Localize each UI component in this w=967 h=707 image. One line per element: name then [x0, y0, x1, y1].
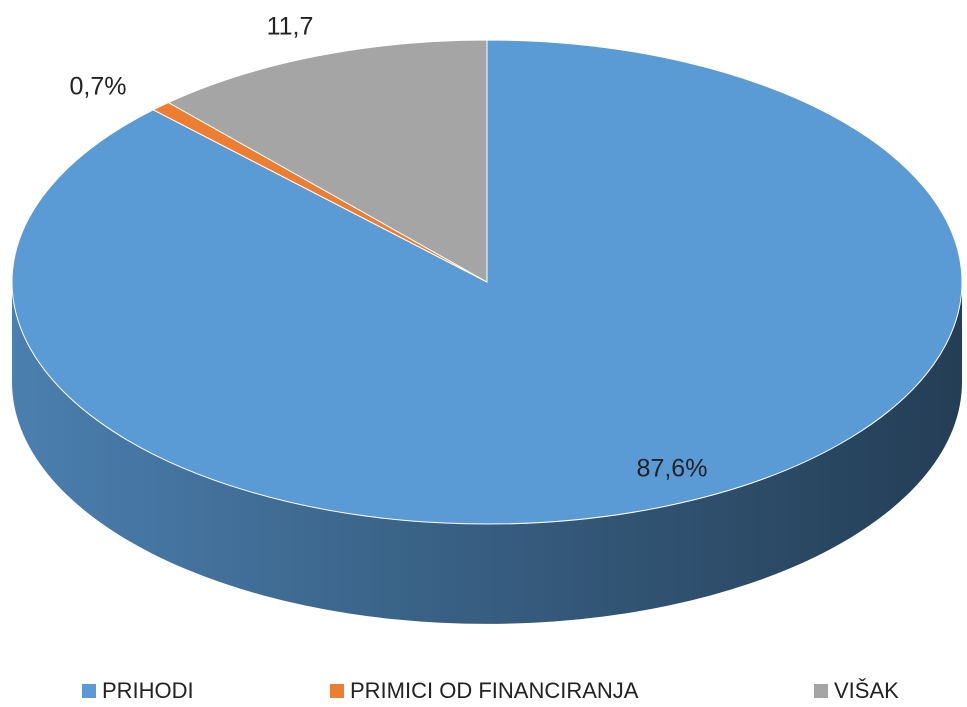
- legend-label: VIŠAK: [834, 678, 899, 703]
- legend-label: PRIHODI: [102, 678, 194, 703]
- legend-swatch: [330, 684, 344, 698]
- pie-slice: [167, 39, 488, 283]
- data-label: 11,7: [267, 13, 314, 41]
- legend-label: PRIMICI OD FINANCIRANJA: [350, 678, 639, 703]
- data-label: 87,6%: [637, 455, 708, 483]
- legend-swatch: [814, 684, 828, 698]
- data-label: 0,7%: [70, 73, 127, 101]
- legend-swatch: [82, 684, 96, 698]
- pie-side: [12, 282, 962, 624]
